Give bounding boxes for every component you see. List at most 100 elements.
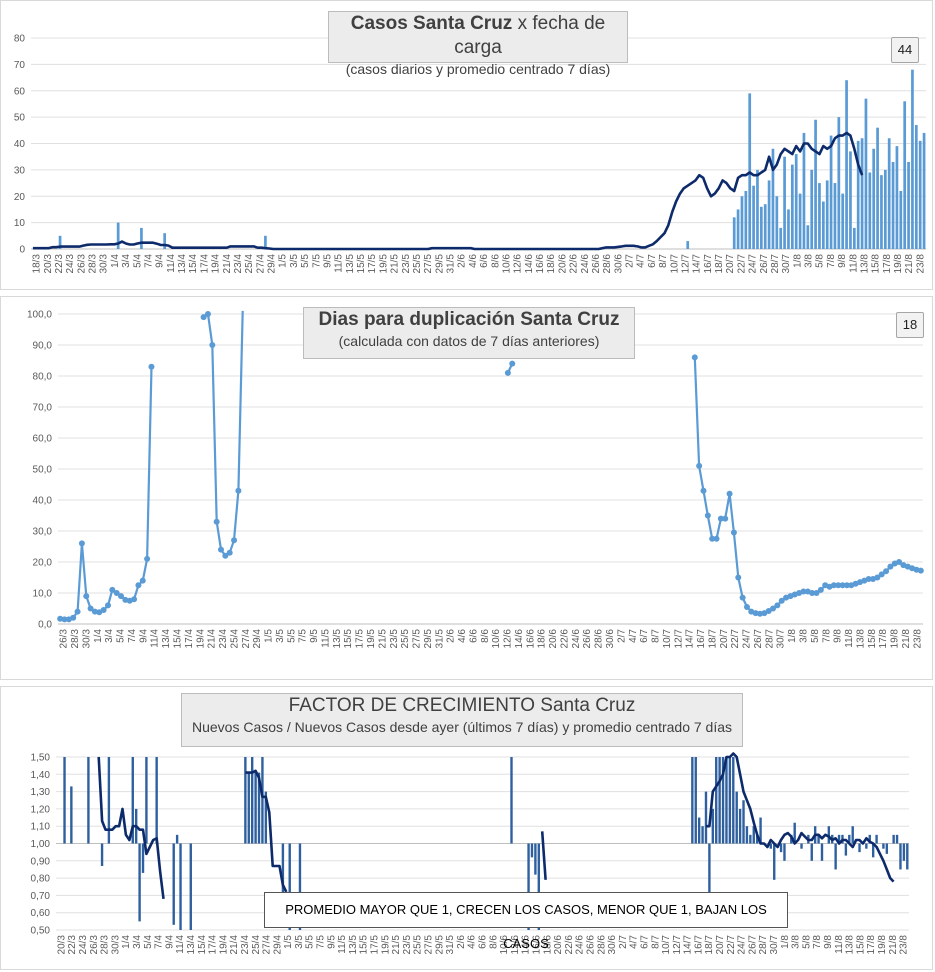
growth-bar [895, 834, 899, 844]
growth-xtick-label: 10/7 [661, 935, 672, 955]
doubling-point [118, 593, 125, 600]
cases-xtick-label: 27/4 [255, 254, 266, 274]
growth-xtick-label: 8/6 [488, 935, 499, 949]
cases-bar [744, 190, 748, 249]
growth-bar [189, 843, 192, 930]
growth-bar [247, 772, 250, 844]
growth-xtick-label: 27/4 [262, 935, 273, 955]
growth-xtick-label: 6/7 [640, 935, 651, 949]
growth-xtick-label: 17/5 [370, 935, 381, 955]
doubling-point [830, 582, 837, 589]
doubling-xtick-label: 10/7 [662, 629, 673, 649]
doubling-point [204, 311, 211, 317]
growth-xtick-label: 13/8 [845, 935, 856, 955]
growth-bar [779, 843, 783, 853]
growth-bar [906, 843, 909, 870]
doubling-point [883, 568, 890, 575]
growth-xtick-label: 5/8 [801, 935, 812, 949]
cases-xtick-label: 9/5 [323, 254, 334, 268]
doubling-xtick-label: 17/4 [184, 629, 195, 649]
cases-bar [845, 80, 848, 249]
growth-xtick-label: 21/5 [391, 935, 402, 955]
growth-xtick-label: 21/4 [229, 935, 240, 955]
growth-xtick-label: 16/6 [532, 935, 543, 955]
growth-bar [858, 843, 861, 853]
cases-series-line [32, 131, 864, 251]
cases-xtick-label: 26/3 [76, 254, 87, 274]
growth-bar [534, 843, 537, 875]
growth-ytick-label: 1,50 [31, 753, 51, 764]
doubling-point [209, 342, 216, 348]
doubling-xtick-label: 7/5 [298, 629, 309, 643]
doubling-point [730, 529, 737, 536]
doubling-ytick-label: 80,0 [33, 372, 53, 383]
growth-xtick-label: 3/8 [791, 935, 802, 949]
growth-bar [138, 843, 141, 922]
doubling-xtick-label: 3/5 [275, 629, 286, 643]
growth-bar [510, 757, 513, 844]
cases-xtick-label: 3/8 [804, 254, 815, 268]
cases-ytick-label: 50 [14, 113, 26, 124]
cases-bar [837, 117, 841, 249]
growth-ytick-label: 1,00 [31, 839, 51, 850]
cases-title-bold: Casos Santa Cruz [350, 13, 513, 34]
growth-xtick-label: 11/5 [337, 935, 348, 954]
cases-xtick-label: 2/6 [457, 254, 468, 268]
growth-bar [749, 834, 752, 844]
growth-bar [745, 826, 749, 844]
growth-xtick-label: 1/8 [780, 935, 791, 949]
cases-xtick-label: 28/7 [770, 254, 781, 274]
doubling-xtick-label: 12/7 [673, 629, 684, 649]
doubling-xtick-label: 14/7 [685, 629, 696, 649]
doubling-point [817, 586, 824, 593]
doubling-point [917, 567, 924, 574]
doubling-xtick-label: 15/4 [173, 629, 184, 649]
growth-ytick-label: 1,10 [31, 822, 51, 833]
cases-bar [887, 138, 891, 249]
growth-xtick-label: 13/4 [186, 935, 197, 955]
cases-xtick-label: 19/4 [211, 254, 222, 274]
growth-annotation: PROMEDIO MAYOR QUE 1, CRECEN LOS CASOS, … [264, 892, 788, 951]
doubling-xtick-label: 24/7 [742, 629, 753, 649]
growth-bar [708, 843, 711, 913]
growth-subtitle: Nuevos Casos / Nuevos Casos desde ayer (… [191, 719, 733, 735]
growth-xtick-label: 23/4 [240, 935, 251, 955]
growth-xtick-label: 30/7 [769, 935, 780, 955]
doubling-xtick-label: 25/4 [229, 629, 240, 649]
growth-xtick-label: 19/5 [380, 935, 391, 955]
growth-xtick-label: 12/7 [672, 935, 683, 955]
cases-xtick-label: 8/6 [490, 254, 501, 268]
growth-xtick-label: 23/8 [899, 935, 910, 955]
growth-bar [865, 843, 868, 849]
cases-xtick-label: 15/5 [356, 254, 367, 274]
doubling-ytick-label: 30,0 [33, 527, 53, 538]
growth-ytick-label: 1,20 [31, 804, 51, 815]
cases-xtick-label: 28/6 [602, 254, 613, 274]
doubling-point [135, 582, 142, 589]
growth-xtick-label: 8/7 [650, 935, 661, 949]
doubling-xtick-label: 1/8 [787, 629, 798, 643]
cases-bar [821, 201, 825, 249]
cases-xtick-label: 15/4 [188, 254, 199, 274]
doubling-xtick-label: 21/5 [377, 629, 388, 649]
doubling-point [839, 582, 846, 589]
growth-bar [107, 757, 111, 844]
doubling-point [865, 576, 872, 583]
growth-bar [244, 757, 247, 844]
cases-ytick-label: 40 [14, 139, 26, 150]
doubling-point [704, 512, 711, 519]
doubling-point [83, 593, 90, 600]
cases-ytick-label: 0 [19, 245, 25, 256]
growth-xtick-label: 11/4 [175, 935, 186, 954]
doubling-point [100, 607, 107, 614]
cases-bar [841, 193, 845, 249]
doubling-xtick-label: 11/5 [321, 629, 332, 648]
growth-bar [530, 843, 534, 858]
doubling-last-value-badge: 18 [896, 312, 924, 338]
doubling-xtick-label: 9/5 [309, 629, 320, 643]
growth-xtick-label: 14/6 [521, 935, 532, 955]
cases-xtick-label: 13/8 [860, 254, 871, 274]
doubling-point [109, 586, 116, 593]
cases-xtick-label: 1/5 [278, 254, 289, 268]
growth-bar [87, 757, 90, 844]
